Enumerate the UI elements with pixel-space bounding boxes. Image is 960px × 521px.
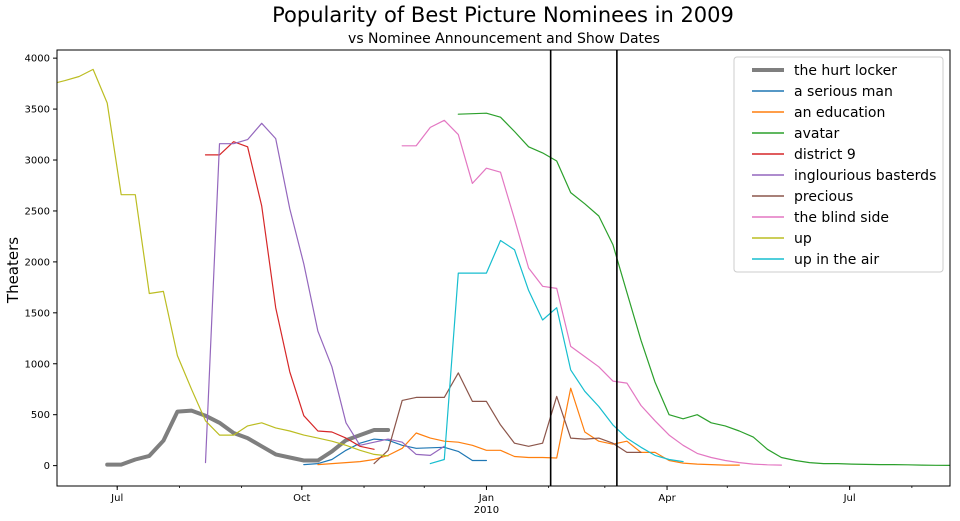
chart-title: Popularity of Best Picture Nominees in 2… [272, 3, 734, 27]
series-line-avatar [457, 112, 950, 466]
y-tick-label: 2000 [25, 257, 50, 268]
series-line-inglourious-basterds [204, 122, 445, 464]
legend-label: the hurt locker [794, 63, 897, 79]
y-axis-label: Theaters [4, 237, 22, 304]
legend-label: an education [794, 105, 885, 121]
x-tick-label: Jan [478, 493, 494, 504]
series-line-up [57, 68, 389, 457]
legend-label: avatar [794, 126, 840, 142]
y-tick-label: 500 [31, 410, 50, 421]
plot-area: 0 500 1000 1500 2000 2500 3000 3500 4000 Jul Oct Ja… [25, 49, 951, 516]
y-tick-label: 3000 [25, 156, 50, 167]
legend-label: the blind side [794, 210, 889, 226]
y-tick-label: 2500 [25, 206, 50, 217]
legend-label: precious [794, 189, 853, 205]
y-tick-label: 1000 [25, 359, 50, 370]
y-tick-label: 0 [44, 461, 50, 472]
legend-box [733, 56, 944, 273]
legend-label: district 9 [794, 147, 856, 163]
y-tick-label: 4000 [25, 54, 50, 65]
x-tick-label: Oct [293, 493, 310, 504]
x-tick-label: Jul [843, 493, 856, 504]
y-tick-label: 1500 [25, 308, 50, 319]
legend-label: up in the air [794, 252, 879, 268]
legend-label: a serious man [794, 84, 893, 100]
series-line-an-education [317, 387, 740, 466]
series-group [57, 68, 950, 467]
plot-frame [56, 49, 951, 487]
series-line-a-serious-man [303, 438, 487, 466]
series-line-precious [373, 372, 642, 465]
legend-label: inglourious basterds [794, 168, 936, 184]
series-line-district-9 [204, 141, 375, 450]
y-tick-label: 3500 [25, 105, 50, 116]
x-year-label: 2010 [474, 505, 499, 516]
series-line-the-blind-side [401, 119, 783, 466]
series-line-up-in-the-air [429, 239, 684, 465]
x-tick-label: Apr [658, 493, 676, 504]
chart-subtitle: vs Nominee Announcement and Show Dates [348, 31, 660, 47]
legend-label: up [794, 231, 812, 247]
x-tick-label: Jul [110, 493, 123, 504]
legend: the hurt locker a serious man an education… [733, 56, 944, 273]
